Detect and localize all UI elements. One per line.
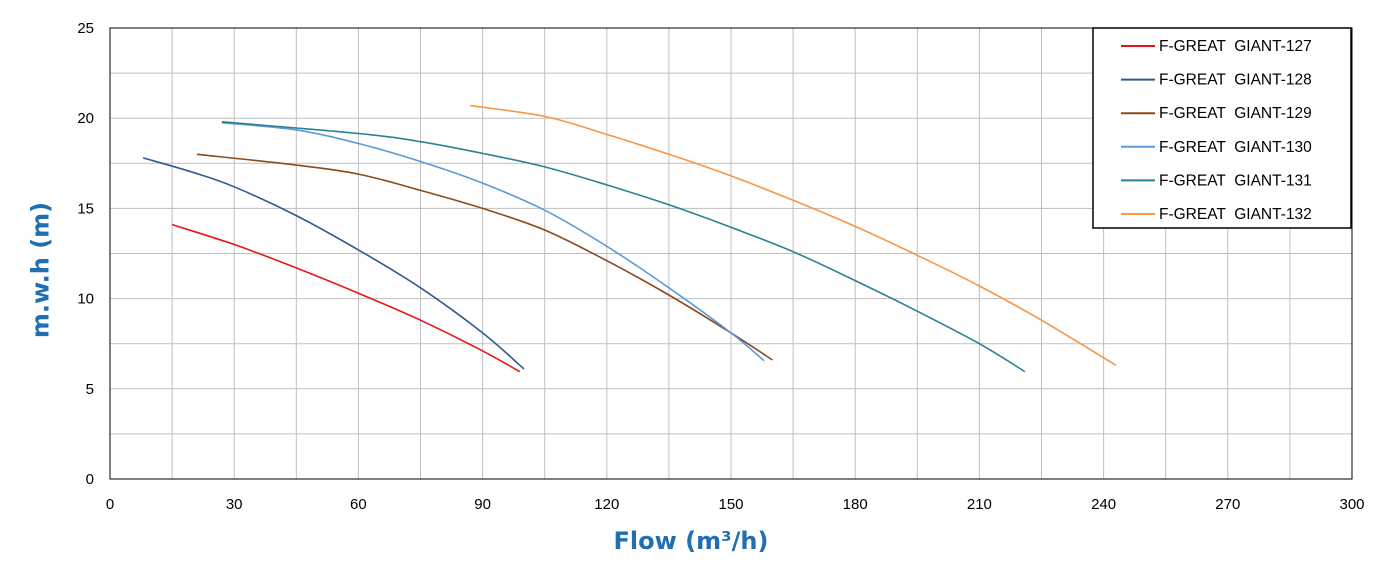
legend-label: F-GREAT GIANT-131 bbox=[1159, 172, 1312, 189]
y-tick-label: 20 bbox=[77, 110, 94, 127]
plot-area-border bbox=[109, 27, 1353, 480]
series-line-5 bbox=[221, 121, 1026, 373]
legend-label: F-GREAT GIANT-130 bbox=[1159, 139, 1312, 156]
legend-box bbox=[1092, 27, 1352, 229]
y-axis-title: m.w.h (m) bbox=[26, 202, 54, 338]
y-axis-ticks: 0 5 10 15 20 25 bbox=[77, 20, 94, 488]
y-tick-label: 15 bbox=[77, 200, 94, 217]
x-tick-label: 120 bbox=[594, 496, 619, 513]
x-tick-label: 150 bbox=[718, 496, 743, 513]
series-lines bbox=[142, 104, 1117, 373]
x-tick-label: 210 bbox=[967, 496, 992, 513]
x-axis-title: Flow (m³/h) bbox=[614, 527, 769, 555]
x-tick-label: 240 bbox=[1091, 496, 1116, 513]
y-tick-label: 10 bbox=[77, 291, 94, 308]
x-tick-label: 90 bbox=[474, 496, 491, 513]
legend-label: F-GREAT GIANT-132 bbox=[1159, 206, 1312, 223]
y-tick-label: 0 bbox=[86, 471, 94, 488]
x-tick-label: 30 bbox=[226, 496, 243, 513]
y-tick-label: 25 bbox=[77, 20, 94, 37]
series-line-3 bbox=[196, 153, 773, 361]
series-line-1 bbox=[171, 223, 521, 373]
series-line-4 bbox=[221, 121, 765, 362]
series-line-2 bbox=[142, 157, 525, 370]
legend: F-GREAT GIANT-127 F-GREAT GIANT-128 F-GREA… bbox=[1092, 27, 1352, 229]
legend-label: F-GREAT GIANT-129 bbox=[1159, 105, 1312, 122]
minor-gridlines bbox=[110, 28, 1352, 479]
x-tick-label: 0 bbox=[106, 496, 114, 513]
series-line-6 bbox=[470, 104, 1117, 366]
legend-label: F-GREAT GIANT-127 bbox=[1159, 38, 1312, 55]
x-tick-label: 60 bbox=[350, 496, 367, 513]
legend-label: F-GREAT GIANT-128 bbox=[1159, 72, 1312, 89]
x-tick-label: 180 bbox=[843, 496, 868, 513]
x-tick-label: 300 bbox=[1339, 496, 1364, 513]
x-axis-ticks: 0 30 60 90 120 150 180 210 240 270 300 bbox=[106, 496, 1365, 513]
x-tick-label: 270 bbox=[1215, 496, 1240, 513]
y-tick-label: 5 bbox=[86, 381, 94, 398]
